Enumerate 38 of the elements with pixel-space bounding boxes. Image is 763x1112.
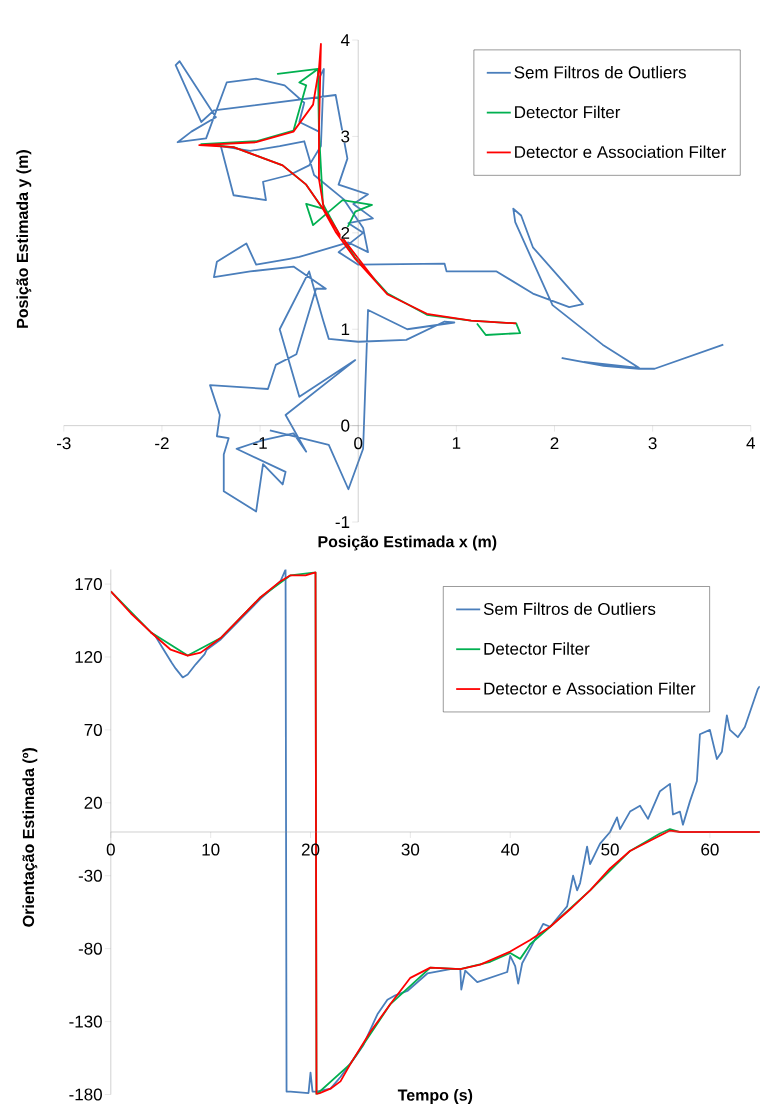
x-tick-label: 40 [501,843,519,856]
x-tick-label: 0 [354,437,363,450]
x-tick-label: 60 [701,843,719,856]
x-axis-title: Posição Estimada x (m) [318,535,497,551]
y-axis-title: Orientação Estimada (º) [22,748,38,927]
x-tick-label: 1 [452,437,461,449]
x-tick-label: 4 [746,437,755,449]
x-tick-label: 10 [202,843,220,856]
y-tick-label: 1 [341,323,350,336]
legend-label: Detector e Association Filter [515,145,726,159]
x-tick-label: 30 [401,843,420,856]
y-tick-label: 20 [84,796,102,809]
legend-label: Detector e Association Filter [484,682,696,695]
x-tick-label: 3 [648,437,657,450]
x-tick-label: -2 [155,437,169,450]
legend-label: Detector Filter [484,642,590,655]
y-tick-label: 3 [341,130,350,143]
y-tick-label: 4 [340,34,350,46]
y-tick-label: -80 [78,942,102,955]
legend-label: Sem Filtros de Outliers [514,65,686,79]
y-tick-label: 2 [341,226,350,239]
x-tick-label: 2 [550,437,559,450]
y-axis-title: Posição Estimada y (m) [16,150,32,328]
x-tick-label: 0 [106,843,115,856]
x-tick-label: -3 [56,437,71,450]
y-tick-label: 170 [75,578,102,591]
y-tick-label: -1 [335,516,350,528]
y-tick-label: 120 [75,650,102,664]
y-tick-label: 70 [84,723,102,736]
x-tick-label: 50 [601,843,619,856]
legend-label: Sem Filtros de Outliers [483,602,656,615]
y-tick-label: -130 [69,1015,102,1028]
y-tick-label: 0 [341,419,350,432]
legend-label: Detector Filter [515,105,621,119]
y-tick-label: -30 [78,869,102,882]
y-tick-label: -180 [69,1088,102,1101]
x-axis-title: Tempo (s) [397,1089,473,1104]
line-series [174,60,725,513]
